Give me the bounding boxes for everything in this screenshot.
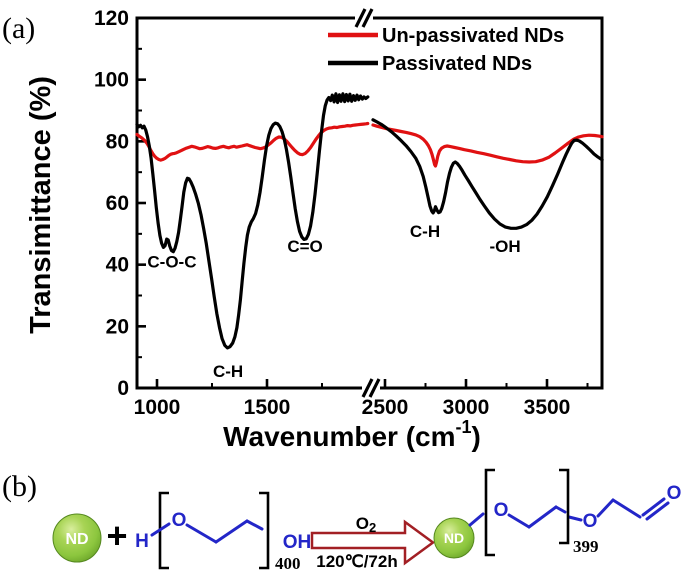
peak-annotation: C-O-C [147, 253, 196, 272]
product-chain-bonds [468, 497, 670, 529]
legend: Un-passivated NDs Passivated NDs [328, 25, 564, 75]
axis-break-slash [368, 378, 381, 398]
axis-break-slash [361, 8, 374, 28]
repeat-count-400: 400 [275, 554, 301, 573]
x-axis-title-main: Wavenumber (cm [223, 421, 455, 452]
oxidant-o: O [356, 514, 369, 533]
x-tick-label: 1500 [244, 396, 291, 419]
y-tick-label: 120 [94, 7, 129, 30]
o-atom-label-product-bracket: O [494, 500, 509, 521]
o-atom-label-reactant: O [172, 510, 187, 531]
peak-annotation: C=O [287, 237, 322, 256]
reaction-arrow [310, 519, 436, 566]
axis-break-slash [361, 378, 374, 398]
peak-annotation: C-H [410, 222, 440, 241]
h-atom-label: H [135, 531, 149, 552]
temperature-time-condition: 120℃/72h [316, 552, 397, 571]
product-bracket-left [484, 468, 495, 557]
o-atom-label-linker: O [583, 511, 598, 532]
x-tick-label: 1000 [134, 396, 181, 419]
oxidant-condition: O2 [356, 514, 376, 535]
y-tick-label: 80 [106, 130, 129, 153]
axis-break-slash [354, 8, 367, 28]
y-tick-label: 40 [106, 254, 129, 277]
y-tick-label: 20 [106, 315, 129, 338]
nd-sphere-product [433, 517, 475, 559]
peg-bracket-right [259, 491, 270, 570]
ftir-spectrum-chart: 0 20 40 60 80 100 120 1000 1500 2500 3000 3500 C-O-C… [2, 7, 604, 452]
x-axis-title-superscript: -1 [456, 417, 472, 437]
x-axis-title-close: ) [472, 421, 481, 452]
legend-label-passivated: Passivated NDs [382, 53, 532, 75]
plot-area: 0 20 40 60 80 100 120 1000 1500 2500 3000 3500 C-O-C… [94, 7, 604, 419]
x-tick-label: 3000 [443, 396, 490, 419]
y-axis-title: Transimittance (%) [25, 76, 57, 334]
y-tick-label: 100 [94, 69, 129, 92]
repeat-count-399: 399 [573, 537, 599, 556]
peak-annotation: -OH [489, 237, 520, 256]
oh-group-label: OH [283, 532, 312, 553]
y-tick-label: 0 [117, 377, 129, 400]
x-axis-title: Wavenumber (cm-1) [223, 417, 481, 452]
product-bracket-right [559, 468, 570, 545]
y-tick-label: 60 [106, 192, 129, 215]
plus-sign: + [106, 515, 127, 556]
nd-label-product: ND [444, 530, 464, 546]
peak-annotation: C-H [213, 362, 243, 381]
oxidant-subscript: 2 [369, 520, 376, 535]
nd-sphere-reactant [52, 513, 102, 563]
reaction-scheme: (b) ND + H O 400 OH O2 120℃/72h ND [2, 468, 682, 573]
passivated-curve-left [135, 92, 370, 350]
x-tick-label: 3500 [524, 396, 571, 419]
legend-label-unpassivated: Un-passivated NDs [382, 25, 564, 47]
nd-label-reactant: ND [65, 531, 88, 548]
panel-a-label: (a) [2, 12, 35, 45]
peg-chain-bonds [150, 519, 264, 544]
passivated-curve-right [371, 118, 604, 230]
x-tick-label: 2500 [362, 396, 409, 419]
plot-frame [135, 16, 604, 390]
unpassivated-curve-right [371, 123, 604, 168]
o-atom-label-aldehyde: O [667, 483, 682, 504]
panel-b-label: (b) [2, 470, 37, 503]
unpassivated-curve-left [135, 121, 370, 162]
